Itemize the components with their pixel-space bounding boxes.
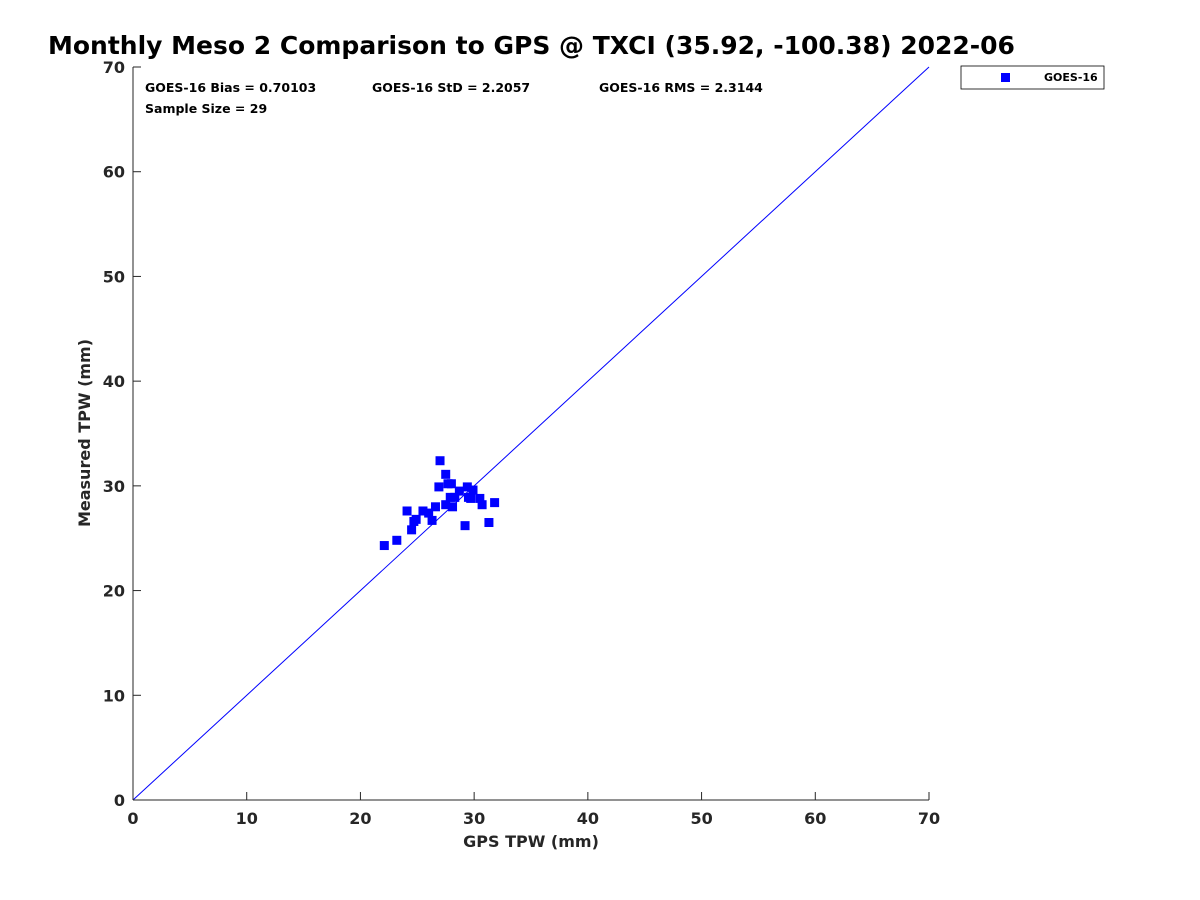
plot-area: 0 10 20 30 40 50 60 70 0 10 20 30 40 50 60 70 bbox=[103, 58, 940, 828]
x-tick-label: 50 bbox=[690, 809, 712, 828]
data-point bbox=[484, 518, 494, 528]
y-tick-label: 40 bbox=[103, 372, 125, 391]
data-point bbox=[462, 482, 472, 492]
data-point bbox=[435, 456, 445, 466]
std-annotation: GOES-16 StD = 2.2057 bbox=[372, 80, 530, 95]
data-point bbox=[411, 514, 421, 524]
chart-title: Monthly Meso 2 Comparison to GPS @ TXCI … bbox=[48, 31, 1015, 60]
data-point bbox=[434, 482, 444, 492]
y-tick-label: 0 bbox=[114, 791, 125, 810]
bias-annotation: GOES-16 Bias = 0.70103 bbox=[145, 80, 316, 95]
legend-marker bbox=[1001, 73, 1010, 82]
axes: 0 10 20 30 40 50 60 70 0 10 20 30 40 50 60 70 bbox=[103, 58, 940, 828]
data-point bbox=[424, 508, 434, 518]
x-tick-label: 10 bbox=[236, 809, 258, 828]
data-point bbox=[448, 502, 458, 512]
data-point bbox=[441, 469, 451, 479]
one-to-one-reference-line bbox=[132, 66, 930, 801]
data-point bbox=[490, 498, 500, 508]
data-point bbox=[430, 502, 440, 512]
rms-annotation: GOES-16 RMS = 2.3144 bbox=[599, 80, 763, 95]
data-point bbox=[418, 506, 428, 516]
y-axis-label: Measured TPW (mm) bbox=[75, 339, 94, 527]
data-point bbox=[427, 515, 437, 525]
y-tick-label: 70 bbox=[103, 58, 125, 77]
data-point bbox=[475, 493, 485, 503]
legend-box bbox=[960, 65, 1105, 90]
data-point bbox=[445, 492, 455, 502]
x-tick-label: 20 bbox=[349, 809, 371, 828]
x-tick-label: 30 bbox=[463, 809, 485, 828]
x-tick-label: 70 bbox=[918, 809, 940, 828]
y-tick-label: 20 bbox=[103, 582, 125, 601]
data-point bbox=[441, 500, 451, 510]
sample-size-annotation: Sample Size = 29 bbox=[145, 101, 267, 116]
x-tick-label: 0 bbox=[127, 809, 138, 828]
y-tick-label: 50 bbox=[103, 267, 125, 286]
data-point bbox=[446, 479, 456, 489]
stats-annotations: GOES-16 Bias = 0.70103 GOES-16 StD = 2.2… bbox=[145, 80, 763, 116]
data-point bbox=[450, 492, 460, 502]
x-axis-label: GPS TPW (mm) bbox=[463, 832, 599, 851]
x-tick-label: 40 bbox=[577, 809, 599, 828]
legend-label: GOES-16 bbox=[1044, 71, 1098, 84]
data-point bbox=[407, 525, 417, 535]
y-tick-label: 60 bbox=[103, 163, 125, 182]
legend: GOES-16 bbox=[960, 65, 1105, 90]
data-point bbox=[454, 486, 464, 496]
data-points bbox=[379, 456, 500, 551]
data-point bbox=[466, 493, 476, 503]
x-tick-label: 60 bbox=[804, 809, 826, 828]
data-point bbox=[402, 506, 412, 516]
data-point bbox=[468, 485, 478, 495]
data-point bbox=[460, 521, 470, 531]
data-point bbox=[477, 500, 487, 510]
data-point bbox=[379, 541, 389, 551]
data-point bbox=[392, 535, 402, 545]
y-tick-label: 30 bbox=[103, 477, 125, 496]
y-tick-label: 10 bbox=[103, 686, 125, 705]
